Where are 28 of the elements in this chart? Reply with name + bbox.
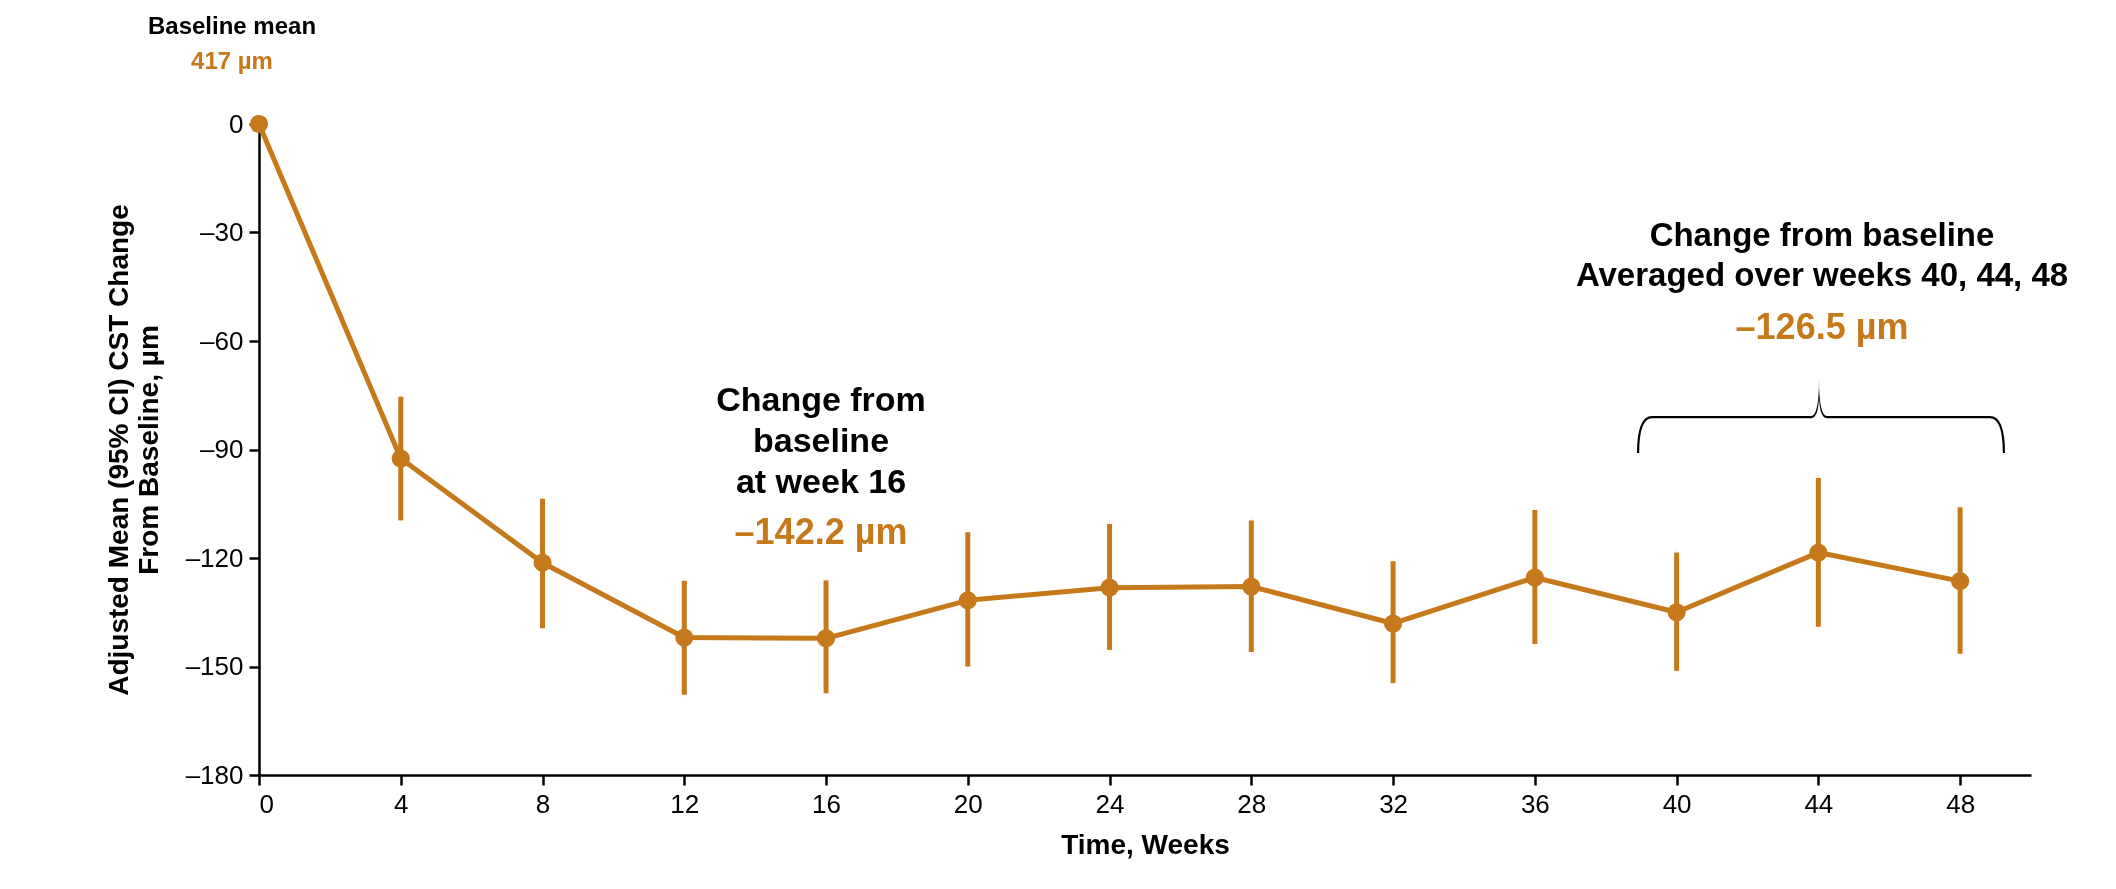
x-tick-label: 44	[1804, 788, 1834, 819]
x-tick-label: 28	[1237, 788, 1267, 819]
x-tick-label: 32	[1379, 788, 1409, 819]
y-axis-title: Adjusted Mean (95% CI) CST Change From Baseline, µm	[102, 204, 164, 696]
x-axis-title: Time, Weeks	[1061, 828, 1230, 860]
y-tick-label: –150	[185, 651, 244, 681]
x-tick-label: 4	[394, 788, 409, 819]
y-tick-label: –180	[185, 759, 244, 790]
annotation: Change from baseline at week 16	[716, 380, 926, 500]
x-tick-label: 48	[1946, 788, 1976, 819]
y-tick-label: –30	[200, 217, 244, 247]
x-tick-label: 40	[1662, 788, 1692, 819]
y-tick-label: –120	[185, 542, 244, 573]
x-tick-label: 24	[1095, 788, 1125, 819]
annotation: –126.5 µm	[1735, 306, 1909, 347]
x-tick-label: 36	[1520, 788, 1550, 819]
x-tick-label: 20	[953, 788, 983, 819]
y-tick-label: –90	[200, 434, 244, 464]
y-tick-label: 0	[229, 108, 244, 139]
text: Baseline mean	[147, 12, 317, 39]
x-tick-label: 0	[259, 788, 274, 819]
x-tick-label: 12	[670, 788, 700, 819]
annotation: Change from baseline Averaged over weeks 40, 44, 48	[1575, 216, 2069, 293]
x-tick-label: 8	[535, 788, 551, 819]
text: 417 µm	[191, 47, 273, 74]
y-tick-label: –60	[200, 325, 244, 356]
annotation: –142.2 µm	[734, 511, 908, 552]
x-tick-label: 16	[812, 788, 841, 819]
